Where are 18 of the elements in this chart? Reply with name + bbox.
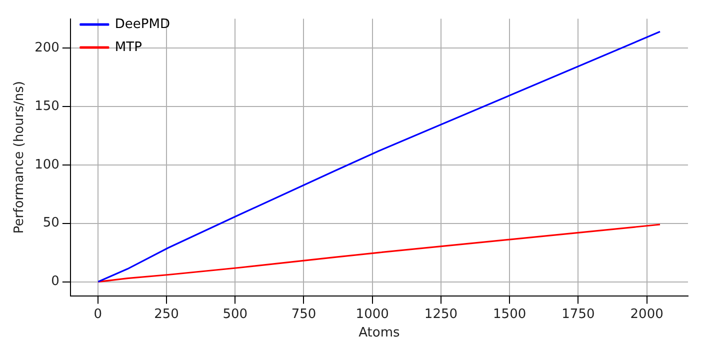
- x-tick-label: 1250: [424, 306, 458, 322]
- y-axis-title: Performance (hours/ns): [12, 80, 28, 234]
- x-tick-label: 2000: [630, 306, 664, 322]
- x-tick-label: 750: [291, 306, 316, 322]
- x-tick-label: 250: [154, 306, 179, 322]
- y-tick-label: 50: [42, 216, 60, 231]
- x-tick-label: 1000: [356, 306, 389, 322]
- x-axis-title: Atoms: [358, 326, 400, 341]
- x-tick-label: 500: [222, 306, 248, 322]
- x-tick-label: 1500: [493, 306, 526, 322]
- y-tick-label: 150: [34, 98, 60, 114]
- x-tick-label: 0: [94, 306, 102, 322]
- y-tick-label: 0: [51, 274, 60, 290]
- x-tick-label: 1750: [562, 306, 595, 322]
- legend-label: DeePMD: [114, 16, 170, 32]
- y-tick-label: 200: [34, 40, 60, 56]
- legend-label: MTP: [114, 40, 142, 55]
- y-tick-label: 100: [34, 157, 60, 172]
